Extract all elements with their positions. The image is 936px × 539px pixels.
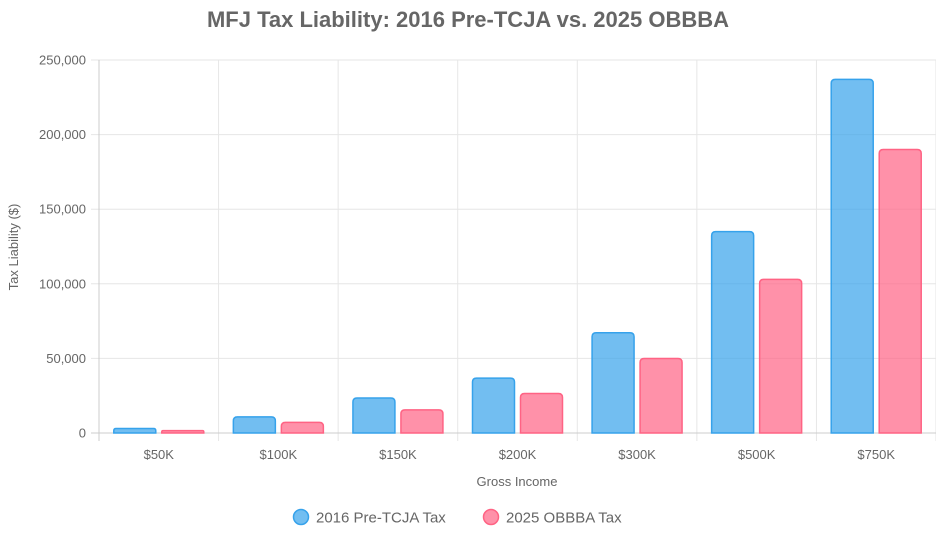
x-tick-label: $500K	[738, 447, 776, 462]
x-tick-label: $50K	[144, 447, 175, 462]
legend-marker[interactable]	[292, 508, 310, 526]
y-tick-label: 50,000	[46, 351, 86, 366]
x-tick-label: $200K	[499, 447, 537, 462]
x-tick-label: $150K	[379, 447, 417, 462]
bar-series-2[interactable]	[519, 392, 564, 434]
bar-series-2[interactable]	[161, 429, 205, 434]
x-tick-label: $750K	[857, 447, 895, 462]
bar-series-1[interactable]	[710, 230, 755, 434]
bar-series-2[interactable]	[639, 357, 683, 434]
chart-title: MFJ Tax Liability: 2016 Pre-TCJA vs. 202…	[207, 7, 729, 32]
bar-series-1[interactable]	[232, 416, 277, 434]
x-tick-label: $100K	[260, 447, 298, 462]
y-axis-ticks: 0 50,000 100,000 150,000 200,000 250,000	[39, 53, 86, 441]
x-axis-ticks: $50K $100K $150K $200K $300K $500K $750K	[144, 447, 896, 462]
bar-series-2[interactable]	[758, 278, 803, 434]
bar-series-2[interactable]	[280, 421, 325, 434]
bar-series-1[interactable]	[471, 377, 516, 434]
x-tick-label: $300K	[618, 447, 656, 462]
y-axis-title: Tax Liability ($)	[6, 204, 21, 291]
bar-series-2[interactable]	[400, 409, 444, 434]
bar-series-1[interactable]	[591, 331, 635, 434]
legend-marker[interactable]	[482, 508, 500, 526]
y-tick-label: 0	[79, 426, 86, 441]
bars	[113, 78, 922, 434]
bar-series-1[interactable]	[830, 78, 874, 434]
legend-label[interactable]: 2016 Pre-TCJA Tax	[316, 510, 446, 527]
bar-series-2[interactable]	[878, 148, 922, 434]
x-axis-title: Gross Income	[477, 474, 558, 489]
y-tick-label: 150,000	[39, 202, 86, 217]
y-tick-label: 200,000	[39, 127, 86, 142]
bar-series-1[interactable]	[352, 397, 396, 434]
y-tick-label: 100,000	[39, 276, 86, 291]
bar-series-1[interactable]	[113, 427, 157, 434]
legend: 2016 Pre-TCJA Tax 2025 OBBBA Tax	[292, 508, 622, 527]
y-tick-label: 250,000	[39, 53, 86, 68]
legend-label[interactable]: 2025 OBBBA Tax	[506, 510, 622, 527]
